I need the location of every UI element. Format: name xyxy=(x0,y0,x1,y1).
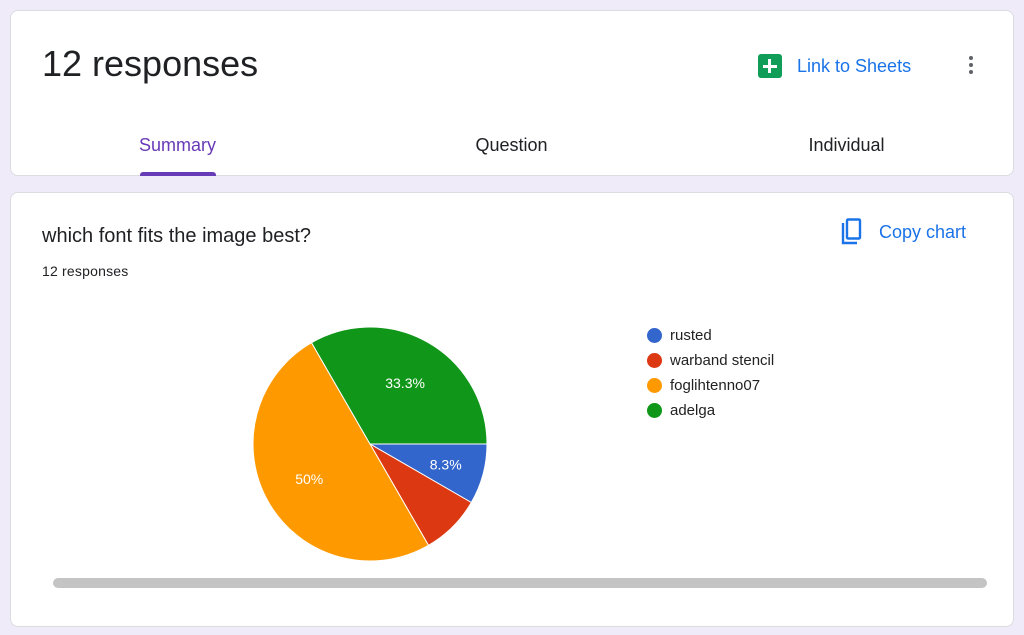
responses-count-title: 12 responses xyxy=(42,43,259,84)
pie-slice-adelga[interactable] xyxy=(310,326,488,445)
question-response-count: 12 responses xyxy=(42,263,129,279)
legend-item: warband stencil xyxy=(647,348,774,373)
chart-legend: rusted warband stencil foglihtenno07 adelga xyxy=(647,323,774,423)
pie-chart: 8.3% 50% 33.3% xyxy=(252,326,488,562)
legend-label: foglihtenno07 xyxy=(670,377,761,394)
legend-item: foglihtenno07 xyxy=(647,373,774,398)
tab-question[interactable]: Question xyxy=(475,135,548,155)
horizontal-scrollbar[interactable] xyxy=(53,578,987,588)
tab-summary[interactable]: Summary xyxy=(138,135,216,155)
pie-label-adelga: 33.3% xyxy=(385,375,425,391)
legend-label: adelga xyxy=(670,402,716,419)
legend-swatch xyxy=(647,353,662,368)
legend-label: warband stencil xyxy=(670,352,775,369)
google-sheets-icon xyxy=(758,54,782,78)
legend-swatch xyxy=(647,378,662,393)
pie-slice-foglihtenno07[interactable] xyxy=(252,341,430,562)
legend-label: rusted xyxy=(670,327,712,344)
copy-chart-label: Copy chart xyxy=(879,221,967,242)
pie-label-rusted: 8.3% xyxy=(430,456,462,472)
summary-header-card: 12 responses Link to Sheets Summary Ques… xyxy=(10,10,1014,176)
legend-swatch xyxy=(647,328,662,343)
copy-chart-button[interactable]: Copy chart xyxy=(839,217,966,247)
link-to-sheets-button[interactable]: Link to Sheets xyxy=(758,51,911,81)
more-options-icon[interactable] xyxy=(961,51,981,79)
tab-individual[interactable]: Individual xyxy=(808,135,885,155)
question-title: which font fits the image best? xyxy=(42,225,312,247)
question-summary-card: which font fits the image best? 12 respo… xyxy=(10,192,1014,627)
legend-item: rusted xyxy=(647,323,774,348)
pie-label-foglihtenno07: 50% xyxy=(295,471,323,487)
copy-icon xyxy=(841,218,862,245)
legend-swatch xyxy=(647,403,662,418)
link-to-sheets-label: Link to Sheets xyxy=(797,55,912,76)
legend-item: adelga xyxy=(647,398,774,423)
active-tab-indicator xyxy=(140,172,216,176)
